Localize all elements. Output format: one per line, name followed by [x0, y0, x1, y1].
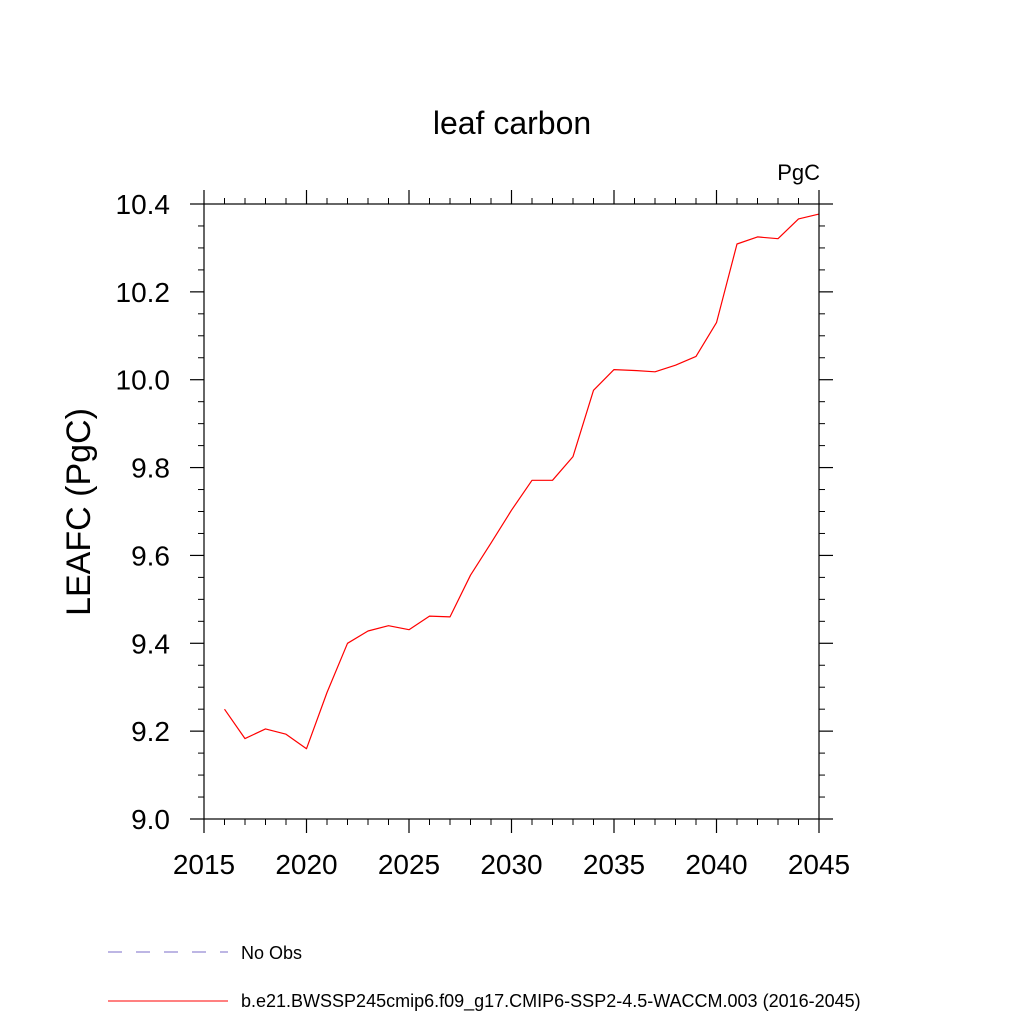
legend-label-model-run: b.e21.BWSSP245cmip6.f09_g17.CMIP6-SSP2-4… — [241, 991, 861, 1012]
x-tick-label: 2035 — [583, 849, 645, 880]
y-axis-label: LEAFC (PgC) — [60, 408, 98, 616]
units-label: PgC — [777, 160, 820, 185]
x-tick-label: 2025 — [378, 849, 440, 880]
y-tick-label: 9.8 — [131, 453, 170, 484]
y-tick-label: 9.4 — [131, 628, 170, 659]
x-tick-label: 2040 — [685, 849, 747, 880]
chart-title: leaf carbon — [433, 105, 591, 141]
series-line — [224, 213, 820, 750]
y-tick-label: 9.0 — [131, 804, 170, 835]
x-tick-labels: 2015 2020 2025 2030 2035 2040 2045 — [173, 849, 850, 880]
series-layer — [224, 213, 820, 750]
y-tick-labels: 9.0 9.2 9.4 9.6 9.8 10.0 10.2 10.4 — [116, 189, 171, 835]
x-tick-label: 2020 — [275, 849, 337, 880]
plot-frame — [203, 203, 820, 820]
y-tick-label: 10.0 — [116, 365, 171, 396]
legend-label-no-obs: No Obs — [241, 943, 302, 963]
legend-item-model-run: b.e21.BWSSP245cmip6.f09_g17.CMIP6-SSP2-4… — [108, 991, 861, 1012]
y-tick-label: 9.2 — [131, 716, 170, 747]
legend-item-no-obs: No Obs — [108, 943, 302, 963]
y-tick-label: 10.2 — [116, 277, 171, 308]
legend: No Obs b.e21.BWSSP245cmip6.f09_g17.CMIP6… — [108, 943, 861, 1012]
x-tick-label: 2045 — [788, 849, 850, 880]
y-tick-label: 9.6 — [131, 540, 170, 571]
y-tick-label: 10.4 — [116, 189, 171, 220]
axis-ticks — [190, 190, 833, 833]
x-tick-label: 2015 — [173, 849, 235, 880]
x-tick-label: 2030 — [480, 849, 542, 880]
